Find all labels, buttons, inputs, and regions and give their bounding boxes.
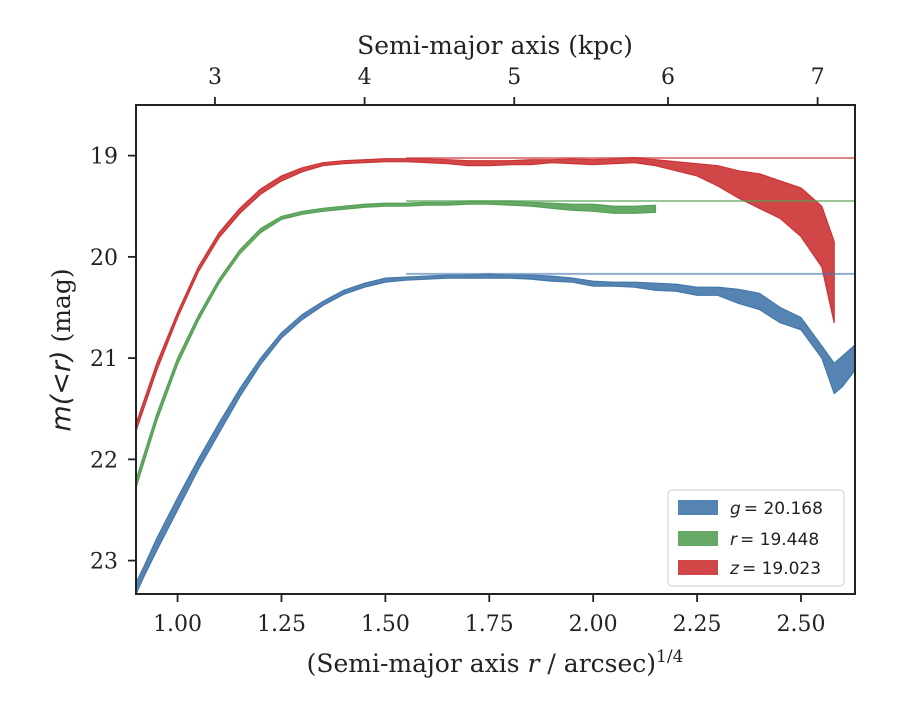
x-tick-label: 2.00 — [569, 612, 618, 637]
legend-swatch-g — [678, 500, 718, 515]
x-tick-label: 1.75 — [465, 612, 514, 637]
legend-swatch-z — [678, 560, 718, 575]
x-axis-title: (Semi-major axis r / arcsec)1/4 — [307, 647, 684, 678]
x-tick-label: 1.25 — [257, 612, 306, 637]
legend-swatch-r — [678, 531, 718, 546]
y-tick-label: 20 — [90, 246, 118, 271]
y-tick-label: 19 — [90, 145, 118, 170]
band-z — [136, 157, 835, 432]
top-tick-label: 5 — [507, 65, 521, 90]
x-ticks: 1.00 1.25 1.50 1.75 2.00 2.25 2.50 — [153, 594, 825, 637]
y-ticks: 19 20 21 22 23 — [90, 145, 136, 575]
data-bands-layer — [136, 157, 855, 594]
band-g — [136, 273, 855, 594]
legend-entry-g: g = 20.168 — [678, 499, 823, 519]
top-tick-label: 7 — [811, 65, 825, 90]
top-tick-label: 6 — [661, 65, 675, 90]
x-tick-label: 1.50 — [361, 612, 410, 637]
x-tick-label: 2.25 — [673, 612, 722, 637]
legend-entry-z: z = 19.023 — [678, 559, 821, 579]
y-tick-label: 22 — [90, 448, 118, 473]
plot-frame — [135, 104, 856, 595]
band-r — [136, 200, 657, 489]
legend-label-r: r = 19.448 — [730, 530, 819, 550]
y-tick-label: 23 — [90, 550, 118, 575]
legend-entry-r: r = 19.448 — [678, 530, 819, 550]
x-tick-label: 2.50 — [776, 612, 825, 637]
legend: g = 20.168 r = 19.448 z = 19.023 — [667, 489, 845, 587]
y-axis-title: m(<r) (mag) — [46, 268, 77, 431]
legend-label-g: g = 20.168 — [730, 499, 823, 519]
y-tick-label: 21 — [90, 347, 118, 372]
x-tick-label: 1.00 — [153, 612, 202, 637]
legend-label-z: z = 19.023 — [729, 559, 821, 579]
top-x-axis-title: Semi-major axis (kpc) — [357, 31, 633, 60]
top-tick-label: 3 — [208, 65, 222, 90]
top-tick-label: 4 — [358, 65, 372, 90]
asymptote-lines-layer — [406, 156, 855, 275]
top-x-ticks: 3 4 5 6 7 — [208, 65, 825, 105]
